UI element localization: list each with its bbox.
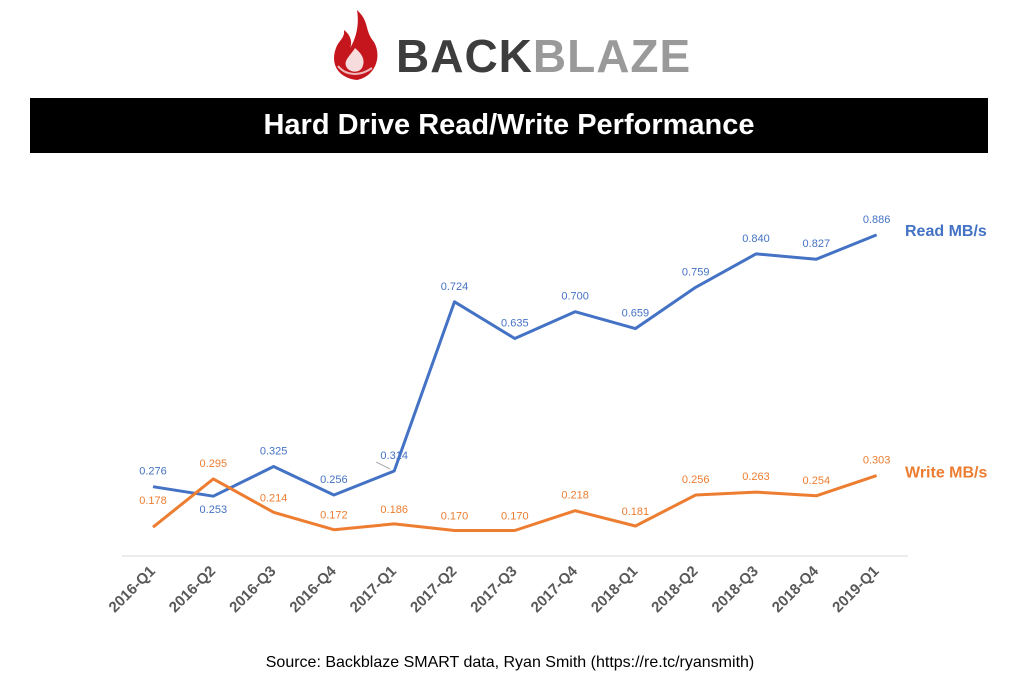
data-label: 0.253 [200, 504, 228, 516]
series-legend-label: Write MB/s [905, 465, 987, 482]
brand-part2: BLAZE [532, 30, 692, 82]
data-label: 0.635 [501, 318, 529, 330]
x-tick-label: 2017-Q4 [528, 562, 582, 616]
x-tick-label: 2018-Q2 [648, 563, 701, 616]
series-line [152, 233, 878, 498]
brand-part1: BACK [396, 30, 533, 82]
data-label: 0.314 [380, 450, 408, 462]
data-label: 0.840 [742, 233, 770, 245]
data-label: 0.724 [441, 281, 469, 293]
x-tick-label: 2016-Q1 [106, 563, 159, 616]
data-label: 0.170 [501, 511, 529, 523]
label-leader-line [375, 461, 391, 470]
data-label: 0.295 [200, 458, 228, 470]
flame-logo-icon [334, 10, 378, 80]
x-tick-label: 2017-Q2 [407, 563, 460, 616]
x-tick-label: 2018-Q3 [709, 563, 762, 616]
data-label: 0.178 [139, 495, 167, 507]
x-tick-label: 2016-Q3 [226, 563, 279, 616]
title-bar: Hard Drive Read/Write Performance [30, 98, 988, 153]
data-label: 0.181 [622, 506, 650, 518]
x-tick-label: 2016-Q4 [286, 562, 340, 616]
x-tick-label: 2016-Q2 [166, 563, 219, 616]
data-label: 0.256 [682, 474, 710, 486]
source-note: Source: Backblaze SMART data, Ryan Smith… [265, 654, 755, 671]
series-line [152, 474, 878, 532]
data-label: 0.700 [561, 291, 589, 303]
x-tick-label: 2018-Q1 [588, 563, 641, 616]
data-label: 0.325 [260, 446, 288, 458]
data-label: 0.303 [863, 455, 891, 467]
x-tick-label: 2017-Q1 [347, 563, 400, 616]
x-tick-label: 2018-Q4 [769, 562, 823, 616]
header: BACKBLAZE [0, 0, 1020, 95]
data-label: 0.659 [622, 308, 650, 320]
data-label: 0.218 [561, 490, 589, 502]
chart-title: Hard Drive Read/Write Performance [263, 109, 755, 141]
brand-wordmark: BACKBLAZE [396, 26, 691, 86]
data-label: 0.263 [742, 471, 770, 483]
series-legend-label: Read MB/s [905, 223, 987, 240]
x-tick-label: 2017-Q3 [467, 563, 520, 616]
data-label: 0.256 [320, 474, 348, 486]
data-label: 0.186 [380, 504, 408, 516]
x-tick-label: 2019-Q1 [829, 563, 882, 616]
data-label: 0.214 [260, 492, 288, 504]
data-label: 0.276 [139, 466, 167, 478]
data-label: 0.886 [863, 214, 891, 226]
data-label: 0.759 [682, 266, 710, 278]
data-label: 0.170 [441, 511, 469, 523]
data-label: 0.827 [803, 238, 831, 250]
data-label: 0.254 [803, 475, 831, 487]
data-label: 0.172 [320, 510, 348, 522]
